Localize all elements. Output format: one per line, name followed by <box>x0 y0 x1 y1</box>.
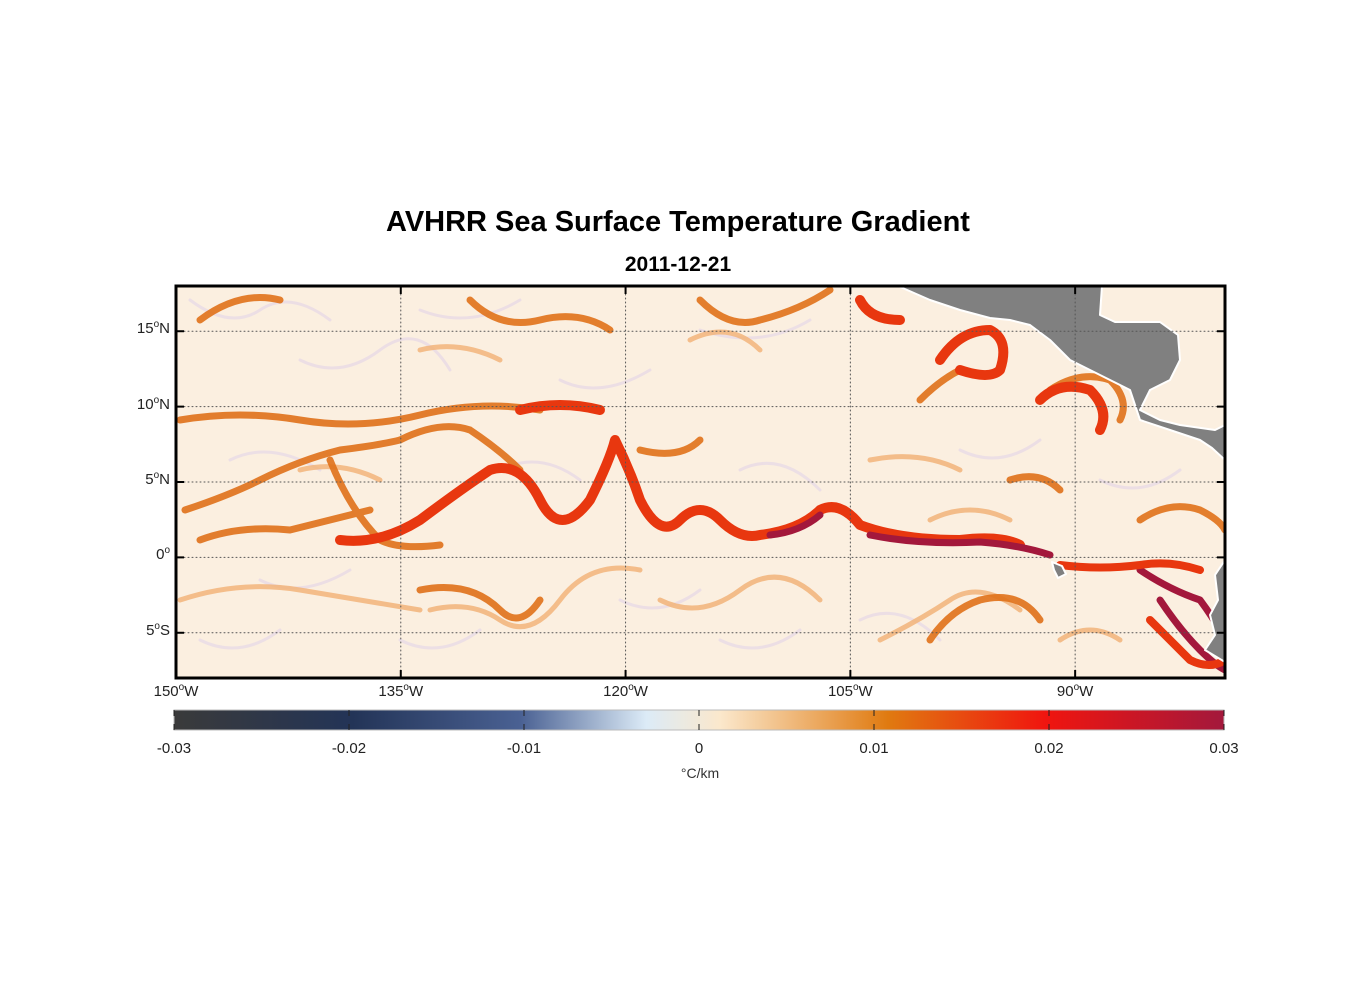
degree-symbol: o <box>164 545 170 557</box>
lon-label-value: 90 <box>1056 683 1074 700</box>
grid-lines <box>176 286 1225 678</box>
colorbar-tick-label: 0.02 <box>1034 740 1064 757</box>
lat-label: 5oN <box>110 470 170 488</box>
lon-label: 150oW <box>136 682 216 700</box>
lat-label-value: 5 <box>145 471 154 488</box>
degree-symbol: o <box>628 682 634 693</box>
lat-label: 15oN <box>110 319 170 337</box>
degree-symbol: o <box>153 319 160 331</box>
weak-fronts <box>177 329 1123 643</box>
degree-symbol: o <box>154 620 160 632</box>
degree-symbol: o <box>153 470 160 481</box>
degree-symbol: o <box>403 682 409 693</box>
lon-label: 90oW <box>1035 682 1115 700</box>
degree-symbol: o <box>852 682 859 693</box>
lon-label-value: 120 <box>603 683 629 700</box>
colorbar-tick-label: -0.02 <box>331 740 367 757</box>
degree-symbol: o <box>178 682 185 693</box>
degree-symbol: o <box>153 394 160 406</box>
lat-label-value: 10 <box>136 395 154 413</box>
lon-label-hemisphere: W <box>858 683 873 700</box>
colorbar-tick-label: -0.01 <box>506 740 542 757</box>
land-galapagos <box>1051 561 1067 579</box>
lon-label-hemisphere: W <box>408 683 424 700</box>
lon-label: 135oW <box>361 682 441 700</box>
map-ticks <box>175 286 1225 678</box>
lat-label-hemisphere: N <box>159 471 170 488</box>
lat-label-hemisphere: N <box>159 320 170 338</box>
lat-label: 10oN <box>110 395 170 413</box>
lat-label-hemisphere: S <box>159 621 170 639</box>
lon-label-hemisphere: W <box>184 683 199 700</box>
moderate-fronts <box>176 286 1225 644</box>
colorbar-tick-label: 0.03 <box>1209 740 1239 757</box>
colorbar-tick-label: -0.03 <box>156 740 192 757</box>
colorbar <box>174 710 1224 730</box>
lon-label-hemisphere: W <box>633 683 648 700</box>
lat-label: 0o <box>110 545 170 563</box>
colorbar-ticks <box>173 710 1225 730</box>
degree-symbol: o <box>1073 682 1080 693</box>
lat-label-value: 5 <box>146 621 155 639</box>
lon-label: 105oW <box>810 682 890 700</box>
land-south-america <box>1204 559 1225 663</box>
lat-label-value: 15 <box>136 320 154 338</box>
lon-label-value: 150 <box>153 683 179 700</box>
strong-fronts <box>335 295 1109 550</box>
map-date: 2011-12-21 <box>624 253 732 276</box>
colorbar-tick-label: 0 <box>694 740 704 757</box>
map-title: AVHRR Sea Surface Temperature Gradient <box>386 206 970 238</box>
lon-label-value: 135 <box>378 683 404 700</box>
lon-label: 120oW <box>586 682 666 700</box>
lon-label-hemisphere: W <box>1079 683 1094 700</box>
lat-label-value: 0 <box>156 546 165 564</box>
land-central-america <box>897 286 1225 461</box>
lat-label-hemisphere: N <box>159 395 170 413</box>
lat-label: 5oS <box>110 621 170 639</box>
colorbar-units: °C/km <box>680 765 720 781</box>
lon-label-value: 105 <box>827 683 853 700</box>
colorbar-tick-label: 0.01 <box>859 740 889 757</box>
